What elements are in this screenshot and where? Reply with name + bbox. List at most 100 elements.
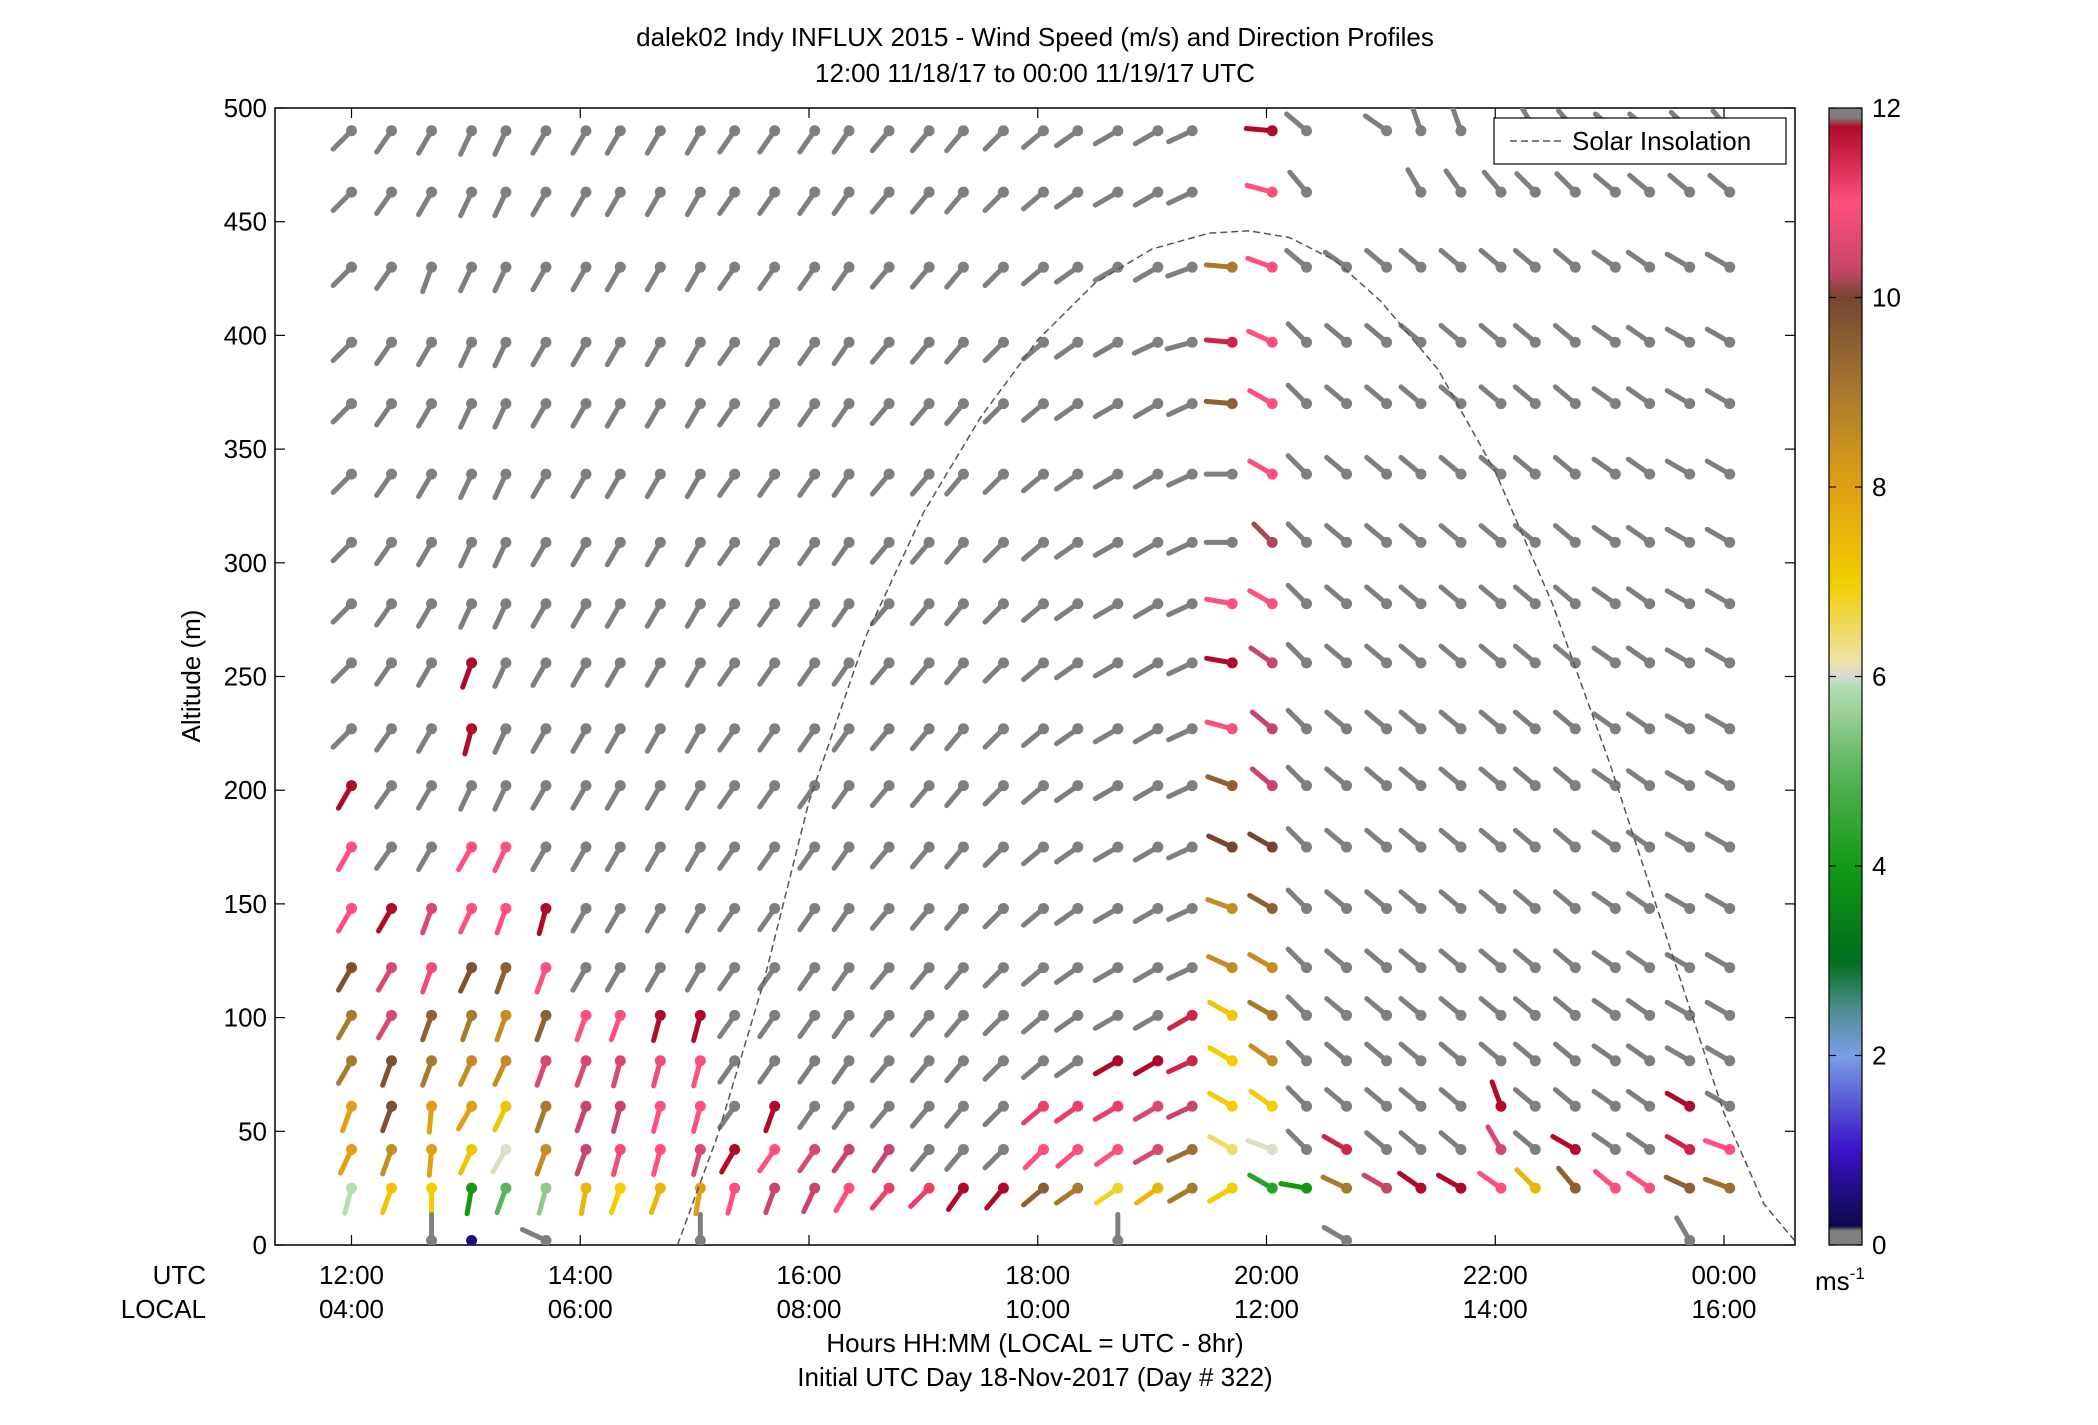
wind-barb [1248,1043,1278,1067]
wind-barb [1704,999,1736,1021]
wind-barb [1398,523,1427,548]
wind-barb [644,902,666,934]
wind-barb-dot [346,536,357,548]
wind-barb [1132,780,1164,802]
wind-barb-dot [809,1143,821,1155]
wind-barb-dot [1529,1182,1541,1194]
wind-barb [1092,261,1124,283]
wind-barb [1398,1130,1427,1155]
wind-barb-dot [1381,962,1393,974]
wind-barb [530,841,552,873]
wind-barb-dot [1569,723,1581,735]
wind-barb-dot [1529,1100,1541,1112]
wind-barb-dot [957,1182,969,1194]
wind-barb-dot [346,723,357,735]
wind-barb-dot [769,1055,781,1067]
wind-barb [458,1143,478,1176]
wind-barb [1053,186,1084,210]
wind-barb-dot [1684,398,1696,410]
wind-barb-dot [1529,780,1541,792]
wind-barb [1663,1174,1696,1194]
wind-barb [460,657,478,690]
wind-barb [869,1055,895,1084]
wind-barb-dot [1341,962,1353,974]
wind-barb [909,336,935,365]
wind-barb [458,1055,478,1087]
wind-barb [1552,827,1581,853]
wind-barb-dot [809,261,821,273]
wind-barb-dot [1495,1009,1507,1021]
wind-barb [717,841,741,871]
wind-barb [1053,125,1084,149]
wind-barb-dot [1112,657,1124,669]
wind-barb-dot [843,1009,855,1021]
wind-barb [1166,841,1198,861]
wind-barb [651,1100,666,1134]
wind-barb-dot [1037,1143,1049,1155]
wind-barb-dot [883,398,895,410]
wind-barb [984,1182,1009,1211]
wind-barb-dot [1301,1143,1313,1155]
wind-barb [1664,770,1696,792]
wind-barb-dot [694,1009,706,1021]
wind-barb-dot [1226,468,1238,480]
wind-barb [1203,336,1238,348]
wind-barb [1435,1172,1467,1194]
wind-barb-dot [957,125,969,137]
wind-barb [1021,723,1049,749]
wind-barb [1489,1079,1507,1112]
wind-barb [494,902,512,936]
wind-barb [1131,336,1164,356]
wind-barb-dot [1529,962,1541,974]
wind-barb-dot [1152,902,1164,914]
wind-barb [1627,172,1656,198]
wind-barb-dot [883,536,895,548]
wind-barb [1552,996,1581,1021]
wind-barb [330,336,357,364]
wind-barb [1243,125,1278,137]
wind-barb [1485,1124,1507,1155]
wind-barb [458,902,478,935]
wind-barb [831,723,855,753]
wind-barb [570,336,592,368]
wind-barb-dot [1266,261,1278,273]
wind-barb-dot [346,336,357,348]
wind-barb [1591,456,1621,480]
wind-barb [570,841,592,873]
wind-barb-dot [809,336,821,348]
wind-barb-dot [386,536,398,548]
wind-barb-dot [580,536,592,548]
wind-barb [717,962,741,992]
wind-barb [1704,326,1736,348]
wind-barb [1550,1133,1581,1155]
wind-barb-dot [1569,186,1581,198]
wind-barb [1166,398,1198,418]
wind-barb [570,536,592,568]
wind-barb [869,398,895,427]
wind-barb-dot [923,780,935,792]
wind-barb-dot [997,598,1009,610]
wind-barb [1205,774,1238,792]
wind-barb [831,336,855,367]
wind-barb [1207,999,1238,1021]
wind-barb-dot [769,336,781,348]
wind-barb-dot [883,125,895,137]
wind-barb [944,723,969,752]
wind-barb-dot [1186,186,1198,198]
wind-barb [869,657,895,686]
wind-barb-dot [1724,902,1736,914]
wind-barb [464,1182,478,1217]
wind-barb-dot [769,125,781,137]
wind-barb-dot [883,962,895,974]
wind-barb [1166,1055,1198,1075]
wind-barb [1166,723,1198,743]
wind-barb-dot [614,398,626,410]
wind-barb-dot [843,125,855,137]
wind-barb-dot [1186,261,1198,273]
wind-barb-dot [1037,841,1049,853]
wind-barb-dot [1569,1055,1581,1067]
wind-barb [374,398,398,428]
wind-barb [1592,1168,1621,1194]
wind-barb-dot [1569,1100,1581,1112]
wind-barb-dot [1226,1100,1238,1112]
